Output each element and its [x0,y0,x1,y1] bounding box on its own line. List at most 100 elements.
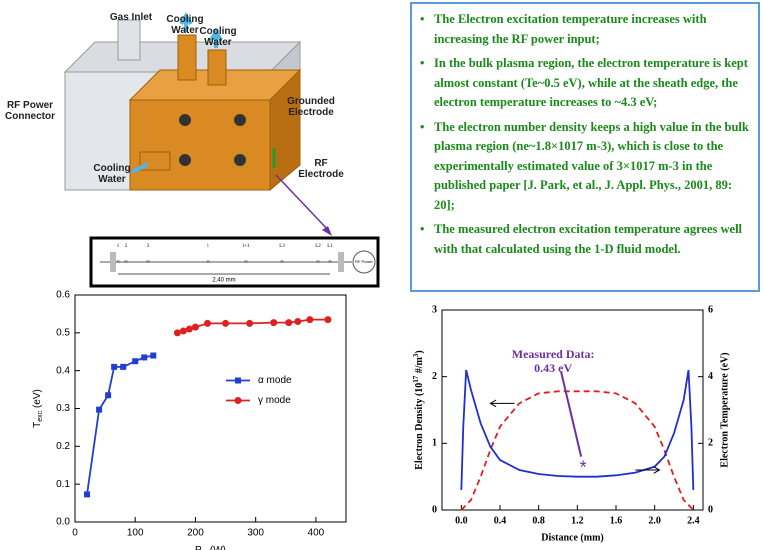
schematic-label: L2 [315,244,321,249]
x-tick-label: 400 [308,528,325,539]
legend-marker [235,397,242,404]
label-part: (W) [207,545,226,550]
plot-frame [75,295,346,522]
annotation-text: 0.43 eV [534,361,572,375]
y-tick-label: 2 [432,371,437,382]
schematic-label: i+1 [243,244,250,249]
legend-label: γ mode [258,395,291,406]
point [132,358,138,364]
point [141,354,147,360]
x-tick-label: 0.0 [455,515,468,526]
point [204,320,211,327]
point [120,364,126,370]
label-part: ) [414,350,425,353]
y2-axis-label: Electron Temperature (eV) [719,352,730,467]
schematic-label: L3 [279,244,285,249]
label-part: #/m [414,356,425,375]
y-tick-label: 0.6 [56,290,70,301]
point [246,320,253,327]
text-box: The Electron excitation temperature incr… [410,2,760,292]
x-tick-label: 2.0 [648,515,661,526]
y2-tick-label: 4 [708,371,713,382]
schematic-mark: × [146,259,150,266]
x-tick-label: 200 [187,528,204,539]
label-part: P [195,545,202,550]
y-tick-label: 3 [432,304,437,315]
x-tick-label: 0.8 [532,515,545,526]
schematic-mark: × [328,259,332,266]
label-part: (eV) [32,389,43,411]
y2-tick-label: 0 [708,504,713,515]
series-line [87,356,153,495]
point [294,318,301,325]
series-line [177,320,328,333]
diagram-label: Cooling Water [198,26,238,48]
point [306,316,313,323]
y-tick-label: 0.1 [56,479,70,490]
x-tick-label: 1.2 [571,515,584,526]
point [270,319,277,326]
y-tick-label: 1 [432,438,437,449]
point [105,392,111,398]
schematic-length: 2.40 mm [212,278,235,284]
x-tick-label: 0.4 [494,515,507,526]
y-tick-label: 0.3 [56,403,70,414]
diagram-label: Grounded Electrode [280,96,342,118]
point [192,324,199,331]
plot-frame [442,310,703,510]
y-tick-label: 0.0 [56,517,70,528]
diagram-label: RF Power Connector [2,100,58,122]
schematic-label: L1 [327,244,333,249]
slide: 1×2×3×i×i+1×L3×L2×L1×2.40 mmRF Power0100… [0,0,764,550]
schematic-mark: × [206,259,210,266]
x-tick-label: 2.4 [687,515,700,526]
axis-arrow [490,400,514,407]
schematic-mark: × [280,259,284,266]
diagram-label: RF Electrode [296,158,346,180]
series-line [461,391,693,510]
series-line [461,370,693,490]
point [174,329,181,336]
schematic-mark: × [316,259,320,266]
annotation-text: Measured Data: [512,347,595,361]
schematic-mark: × [116,259,120,266]
schematic-mark: × [124,259,128,266]
bullet: In the bulk plasma region, the electron … [420,54,750,113]
device-illustration [65,16,332,236]
x-tick-label: 100 [127,528,144,539]
schematic-source: RF Power [355,259,373,264]
bullet: The measured electron excitation tempera… [420,220,750,259]
point [186,326,193,333]
y-axis-label: Electron Density (1017 #/m3) [412,350,426,469]
x-tick-label: 0 [72,528,78,539]
y-tick-label: 0.4 [56,365,70,376]
legend-marker [235,378,241,384]
point [84,491,90,497]
x-axis-label: Distance (mm) [541,532,603,543]
point [285,319,292,326]
x-axis-label: Pin (W) [195,545,226,550]
y-tick-label: 0.5 [56,327,70,338]
diagram-label: Cooling Water [92,163,132,185]
annotation-arrow [561,372,581,457]
annotation-star: * [580,457,587,477]
legend-label: α mode [258,375,292,386]
y-tick-label: 0.2 [56,441,70,452]
label-part: exc [37,410,44,421]
y2-tick-label: 6 [708,304,713,315]
bullet: The Electron excitation temperature incr… [420,10,750,49]
schematic-mark: × [244,259,248,266]
point [96,407,102,413]
point [324,316,331,323]
point [180,327,187,334]
y-axis-label: Texc (eV) [32,389,45,428]
y2-tick-label: 2 [708,438,713,449]
x-tick-label: 1.6 [610,515,623,526]
diagram-label: Gas Inlet [96,12,166,23]
point [222,320,229,327]
bullet: The electron number density keeps a high… [420,118,750,216]
x-tick-label: 300 [247,528,264,539]
point [150,353,156,359]
point [111,364,117,370]
label-part: Electron Density (10 [414,383,425,470]
